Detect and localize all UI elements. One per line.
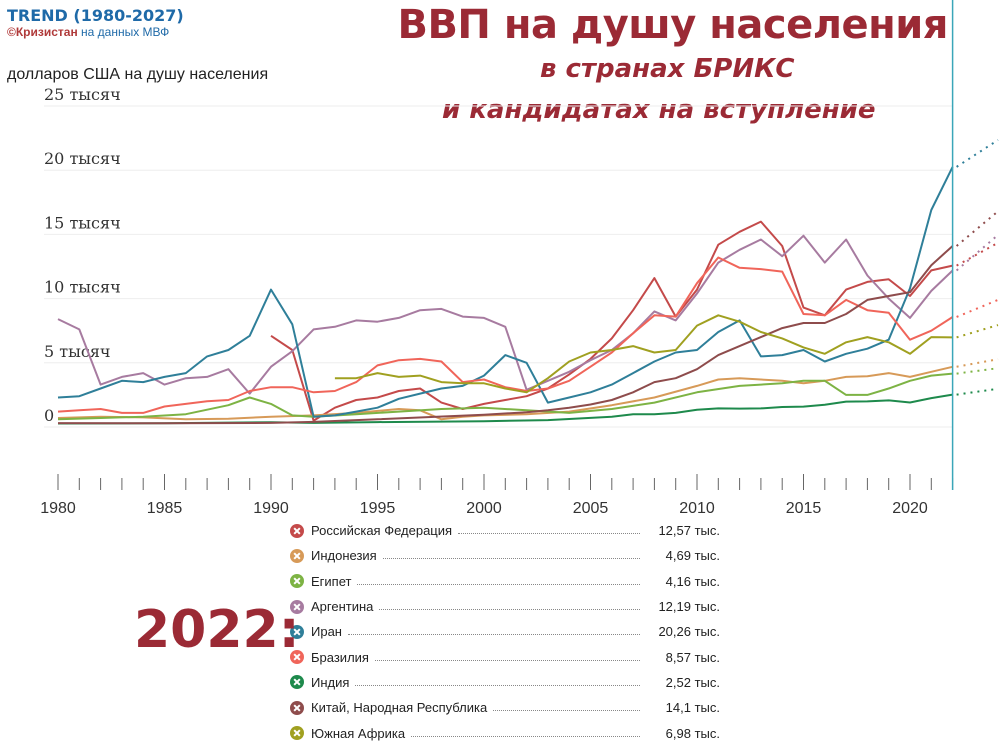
legend-series-name: Российская Федерация xyxy=(311,523,453,539)
brand-title: TREND (1980-2027) xyxy=(7,6,184,25)
series-line xyxy=(57,393,953,425)
legend-value: 12,19 тыс. xyxy=(658,599,720,615)
legend-value: 2,52 тыс. xyxy=(665,674,720,690)
legend-marker-icon xyxy=(290,624,304,639)
y-tick-label: 0 xyxy=(44,406,54,425)
series-line xyxy=(57,372,953,421)
legend-leader-dots xyxy=(379,609,640,611)
legend-series-name: Китай, Народная Республика xyxy=(311,700,488,716)
series-projection xyxy=(956,358,999,368)
y-tick-label: 5 тысяч xyxy=(44,342,110,361)
series-line xyxy=(57,234,954,395)
legend-leader-dots xyxy=(458,533,640,535)
series-projection xyxy=(956,298,999,318)
y-axis-unit-label: долларов США на душу населения xyxy=(7,66,269,83)
brand-org: ©Кризистан xyxy=(7,25,78,39)
chart-subtitle-line1: в странах БРИКС xyxy=(540,54,795,84)
legend-leader-dots xyxy=(357,583,640,585)
x-tick-label: 1995 xyxy=(360,500,396,517)
legend-leader-dots xyxy=(355,684,640,686)
legend-value: 4,69 тыс. xyxy=(665,548,720,564)
legend-item: Египет 4,16 тыс. xyxy=(290,569,720,594)
x-tick-label: 1980 xyxy=(40,500,76,517)
legend-marker-icon xyxy=(290,650,304,665)
chart-subtitle-line2: и кандидатах на вступление xyxy=(442,95,876,125)
legend-value: 12,57 тыс. xyxy=(658,523,720,539)
legend-item: Иран 20,26 тыс. xyxy=(290,619,720,644)
legend-marker-icon xyxy=(290,726,304,741)
legend-item: Российская Федерация 12,57 тыс. xyxy=(290,518,720,543)
legend-value: 20,26 тыс. xyxy=(658,624,720,640)
line-chart: 0 5 тысяч 10 тысяч 15 тысяч 20 тысяч 25 тысяч… xyxy=(40,0,999,517)
legend-value: 8,57 тыс. xyxy=(665,649,720,665)
legend-series-name: Индонезия xyxy=(311,548,377,564)
y-tick-label: 10 тысяч xyxy=(44,278,121,297)
legend-marker-icon xyxy=(290,700,304,715)
series-line xyxy=(334,314,953,394)
legend-item: Индонезия 4,69 тыс. xyxy=(290,543,720,568)
series-projection xyxy=(956,139,999,168)
legend-item: Бразилия 8,57 тыс. xyxy=(290,644,720,669)
series-projection xyxy=(956,387,999,396)
x-tick-label: 1985 xyxy=(147,500,183,517)
legend-value: 4,16 тыс. xyxy=(665,573,720,589)
legend-item: Аргентина 12,19 тыс. xyxy=(290,594,720,619)
series-line xyxy=(57,166,954,418)
legend-marker-icon xyxy=(290,523,304,538)
legend-series-name: Южная Африка xyxy=(311,725,406,741)
legend-series-name: Аргентина xyxy=(311,599,374,615)
legend-value: 6,98 тыс. xyxy=(665,725,720,741)
brand: TREND (1980-2027) ©Кризистан на данных М… xyxy=(7,6,184,40)
legend-leader-dots xyxy=(382,558,640,560)
x-tick-label: 2020 xyxy=(892,500,928,517)
legend-series-name: Бразилия xyxy=(311,649,369,665)
legend-marker-icon xyxy=(290,675,304,690)
legend: Российская Федерация 12,57 тыс. Индонезия 4… xyxy=(290,518,720,746)
x-tick-label: 2015 xyxy=(786,500,822,517)
legend-leader-dots xyxy=(347,634,640,636)
y-tick-label: 20 тысяч xyxy=(44,149,121,168)
series-projection xyxy=(956,324,999,339)
legend-leader-dots xyxy=(411,735,640,737)
chart-title: ВВП на душу населения xyxy=(397,2,948,48)
series-projection xyxy=(956,241,999,267)
series-line xyxy=(270,220,953,422)
legend-series-name: Египет xyxy=(311,573,352,589)
legend-series-name: Индия xyxy=(311,674,350,690)
x-tick-label: 2005 xyxy=(573,500,609,517)
brand-source: ©Кризистан на данных МВФ xyxy=(7,25,184,39)
brand-source-text: на данных МВФ xyxy=(81,25,170,39)
year-label: 2022: xyxy=(134,600,300,660)
y-tick-label: 25 тысяч xyxy=(44,85,121,104)
legend-value: 14,1 тыс. xyxy=(665,700,720,716)
series-line xyxy=(57,365,953,421)
legend-marker-icon xyxy=(290,574,304,589)
legend-item: Китай, Народная Республика 14,1 тыс. xyxy=(290,695,720,720)
legend-series-name: Иран xyxy=(311,624,342,640)
x-tick-label: 1990 xyxy=(253,500,289,517)
series-line xyxy=(57,256,954,414)
legend-marker-icon xyxy=(290,599,304,614)
series-projection xyxy=(955,210,999,247)
legend-marker-icon xyxy=(290,548,304,563)
legend-item: Индия 2,52 тыс. xyxy=(290,670,720,695)
x-tick-label: 2000 xyxy=(466,500,502,517)
legend-leader-dots xyxy=(374,659,640,661)
legend-leader-dots xyxy=(493,710,640,712)
series-line xyxy=(57,245,954,425)
y-tick-label: 15 тысяч xyxy=(44,213,121,232)
x-tick-label: 2010 xyxy=(679,500,715,517)
legend-item: Южная Африка 6,98 тыс. xyxy=(290,720,720,745)
series-projection xyxy=(956,367,999,375)
